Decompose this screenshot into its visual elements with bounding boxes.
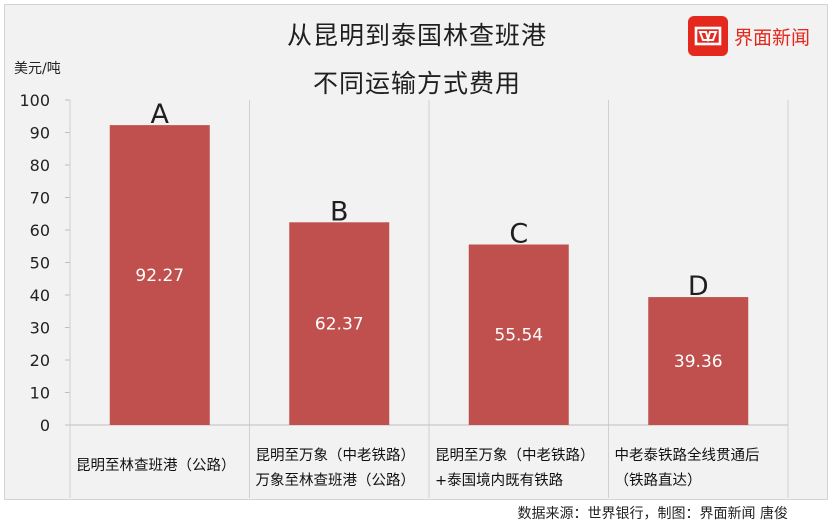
brand-logo: 界面新闻: [688, 16, 810, 56]
bar-d: [648, 297, 749, 425]
y-tick-label: 0: [40, 416, 50, 435]
bar-c: [468, 244, 569, 425]
chart-title-line-2: 不同运输方式费用: [312, 69, 521, 98]
x-category-label: 中老泰铁路全线贯通后: [615, 446, 760, 464]
y-tick-label: 30: [30, 319, 50, 338]
y-tick-label: 40: [30, 286, 50, 305]
bar-letter-label: B: [330, 196, 349, 227]
bar-value-label: 92.27: [135, 266, 184, 286]
y-tick-label: 100: [19, 91, 50, 110]
x-category-label: 昆明至万象（中老铁路）: [435, 447, 595, 464]
source-note: 数据来源：世界银行，制图：界面新闻 唐俊: [517, 506, 788, 522]
bar-letter-label: A: [151, 99, 170, 130]
bar-letter-label: D: [688, 271, 709, 302]
y-tick-label: 70: [30, 189, 50, 208]
y-axis-unit-label: 美元/吨: [14, 61, 61, 77]
brand-logo-text: 界面新闻: [734, 26, 811, 49]
x-category-label: （铁路直达）: [615, 472, 702, 489]
y-tick-label: 20: [30, 351, 50, 370]
x-category-label: 万象至林查班港（公路）: [256, 472, 416, 489]
x-category-label: 昆明至万象（中老铁路）: [256, 447, 416, 464]
bar-value-label: 39.36: [674, 352, 723, 372]
brand-logo-icon: [688, 16, 728, 56]
bar-b: [289, 222, 390, 425]
x-category-label: +泰国境内既有铁路: [435, 471, 564, 489]
bar-value-label: 62.37: [315, 315, 364, 335]
x-category-label: 昆明至林查班港（公路）: [76, 457, 236, 474]
chart-title-line-1: 从昆明到泰国林查班港: [286, 21, 547, 50]
y-tick-label: 60: [30, 221, 50, 240]
y-tick-label: 50: [30, 254, 50, 273]
bar-value-label: 55.54: [494, 326, 543, 346]
y-tick-label: 10: [30, 384, 50, 403]
bar-a: [109, 125, 210, 425]
bar-letter-label: C: [509, 218, 528, 249]
y-tick-label: 90: [30, 124, 50, 143]
y-tick-label: 80: [30, 156, 50, 175]
